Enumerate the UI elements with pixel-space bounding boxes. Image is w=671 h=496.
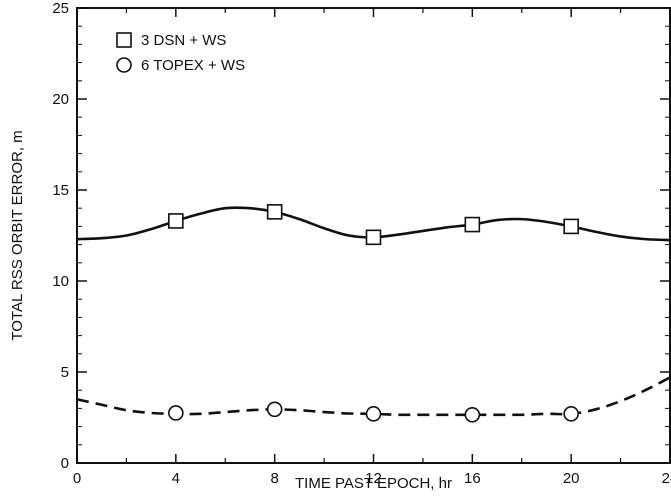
- data-point-2-12: [365, 406, 382, 422]
- y-tick-label-15: 15: [52, 182, 69, 199]
- legend-label-1: 3 DSN + WS: [141, 32, 226, 49]
- x-tick-label-12: 12: [365, 470, 382, 487]
- data-point-2-20: [563, 406, 579, 422]
- data-point-1-12: [365, 229, 382, 246]
- legend: 3 DSN + WS 6 TOPEX + WS: [116, 32, 245, 74]
- legend-marker-2: [116, 57, 132, 73]
- series-layer: [76, 204, 671, 423]
- legend-marker-1: [116, 32, 132, 48]
- data-point-1-8: [266, 204, 283, 220]
- x-tick-label-24: 24: [662, 470, 671, 487]
- legend-label-2: 6 TOPEX + WS: [141, 57, 245, 74]
- x-tick-label-0: 0: [73, 470, 81, 487]
- data-point-1-16: [464, 216, 481, 233]
- x-tick-label-4: 4: [172, 470, 180, 487]
- y-tick-label-10: 10: [52, 273, 69, 290]
- data-point-2-8: [266, 401, 283, 418]
- y-tick-label-0: 0: [61, 455, 69, 472]
- x-tick-label-16: 16: [464, 470, 481, 487]
- y-tick-label-25: 25: [52, 0, 69, 17]
- y-tick-label-20: 20: [52, 91, 69, 108]
- y-axis-label: TOTAL RSS ORBIT ERROR, m: [9, 130, 26, 340]
- x-tick-label-8: 8: [270, 470, 278, 487]
- series-2: [76, 376, 671, 423]
- data-point-2-16: [464, 406, 481, 423]
- data-point-2-4: [168, 405, 184, 421]
- series-1: [76, 204, 671, 246]
- axis-ticks: [76, 7, 671, 464]
- data-point-1-20: [563, 218, 579, 235]
- y-tick-label-5: 5: [61, 364, 69, 381]
- data-point-1-4: [168, 213, 184, 229]
- x-tick-label-20: 20: [563, 470, 580, 487]
- tick-labels: 0 4 8 12 16 20 24 0 5 10 15 20 25: [52, 0, 671, 487]
- x-axis-label: TIME PAST EPOCH, hr: [295, 475, 452, 492]
